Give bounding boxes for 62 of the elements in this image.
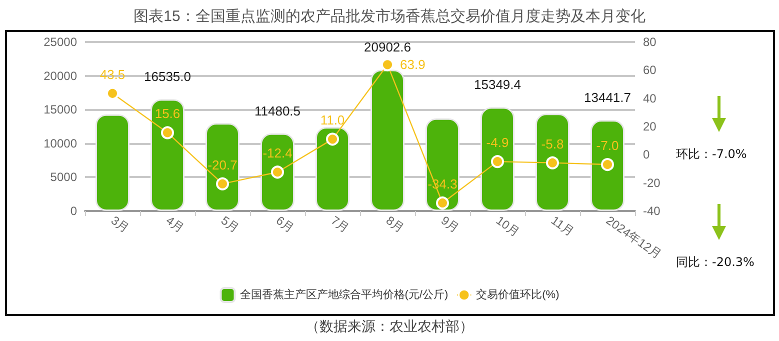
data-label: 15.6 [154, 106, 180, 122]
point [601, 158, 614, 172]
x-tick-label: 7月 [328, 213, 352, 236]
data-label: 20902.6 [364, 40, 411, 55]
y-tick-label: 15000 [44, 102, 78, 117]
point [436, 196, 449, 210]
x-tick-label: 10月 [493, 213, 522, 240]
data-label: 15349.4 [474, 77, 521, 92]
x-tick-label: 5月 [218, 213, 242, 236]
point [381, 58, 394, 72]
y-tick-label: 0 [70, 204, 78, 218]
bar [426, 118, 460, 211]
data-label: 16535.0 [144, 69, 191, 84]
y2-tick-label: 0 [643, 148, 650, 162]
x-tick-label: 6月 [273, 213, 297, 236]
text: 环比：-7.0% [676, 146, 747, 163]
data-label: -20.7 [208, 157, 238, 172]
x-tick-label: 11月 [548, 213, 577, 239]
data-label: -4.9 [486, 135, 509, 150]
y2-tick-label: -40 [643, 204, 661, 218]
bar [260, 133, 294, 211]
bar [316, 127, 350, 211]
legend-label: 交易价值环比(%) [476, 288, 560, 301]
bar [206, 123, 240, 211]
bar [150, 99, 184, 211]
point [271, 166, 284, 179]
point [161, 126, 174, 140]
x-tick-label: 8月 [383, 213, 407, 236]
bar [590, 120, 624, 211]
data-label: 43.5 [100, 66, 126, 82]
bar [480, 107, 514, 211]
point [491, 155, 504, 168]
data-label: 11480.5 [254, 103, 301, 118]
y2-tick-label: 60 [643, 63, 657, 78]
y-tick-label: 25000 [44, 35, 78, 49]
point [546, 156, 559, 170]
legend-label: 全国香蕉主产区产地综合平均价格(元/公斤) [240, 288, 448, 301]
data-label: 13441.7 [584, 90, 631, 106]
chart-title: 图表15：全国重点监测的农产品批发市场香蕉总交易价值月度走势及本月变化 [134, 8, 646, 25]
y2-tick-label: 20 [643, 120, 657, 134]
bar [96, 114, 130, 211]
data-label: -7.0 [596, 138, 619, 154]
data-label: -12.4 [262, 146, 292, 161]
text: （数据来源：农业农村部） [304, 318, 474, 336]
x-tick-label: 3月 [108, 213, 132, 236]
point [106, 86, 119, 100]
y-tick-label: 10000 [44, 136, 78, 150]
data-label: 63.9 [400, 57, 426, 72]
y-tick-label: 5000 [50, 170, 78, 184]
point [216, 177, 229, 190]
y2-tick-label: -20 [643, 176, 661, 190]
text: 同比：-20.3% [676, 254, 754, 271]
bar [370, 70, 404, 211]
y2-tick-label: 40 [643, 91, 657, 106]
data-label: 11.0 [320, 112, 345, 128]
bar [536, 114, 570, 211]
point [326, 132, 339, 146]
data-label: -5.8 [541, 136, 564, 152]
y-tick-label: 20000 [44, 68, 78, 83]
y2-tick-label: 80 [643, 35, 657, 49]
x-tick-label: 9月 [438, 213, 462, 236]
x-tick-label: 4月 [163, 213, 187, 236]
